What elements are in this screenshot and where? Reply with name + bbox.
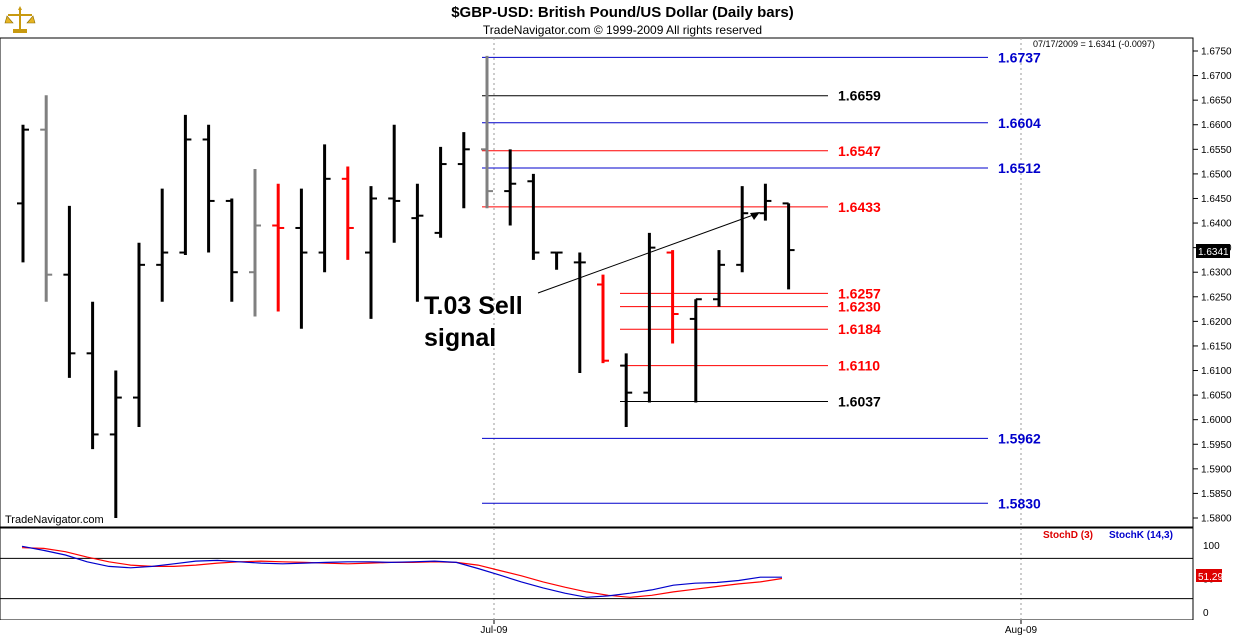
time-axis: Jul-09 Aug-09 <box>480 620 1038 636</box>
price-level-label: 1.6547 <box>838 143 881 159</box>
trade-navigator-scales-icon <box>4 3 36 40</box>
price-tick-label: 1.6700 <box>1201 71 1232 82</box>
price-panel-frame <box>0 37 1194 528</box>
price-level-label: 1.6257 <box>838 285 881 301</box>
price-level-label: 1.6110 <box>838 358 880 374</box>
annotation-arrowhead-icon <box>750 212 760 220</box>
chart-title: $GBP-USD: British Pound/US Dollar (Daily… <box>451 4 794 21</box>
ohlc-bar <box>713 250 725 307</box>
price-tick-label: 1.5900 <box>1201 464 1232 475</box>
ohlc-bar <box>63 205 76 378</box>
annotation-arrow-line <box>537 213 757 294</box>
ohlc-bar <box>272 183 285 312</box>
price-tick-label: 1.5850 <box>1201 489 1232 500</box>
stochk-legend: StochK (14,3) <box>1109 530 1173 541</box>
ohlc-bar <box>643 232 656 403</box>
ohlc-bar <box>689 298 702 403</box>
ohlc-bar <box>202 124 215 253</box>
price-level-label: 1.6184 <box>838 321 881 337</box>
price-level-label: 1.6037 <box>838 393 881 409</box>
stoch-last-tag <box>1196 569 1222 582</box>
price-bars <box>17 55 795 518</box>
chart-header: $GBP-USD: British Pound/US Dollar (Daily… <box>0 0 1245 38</box>
price-tick-label: 1.5950 <box>1201 440 1232 451</box>
ohlc-bar <box>527 173 540 260</box>
ohlc-bar <box>318 144 331 273</box>
price-tick-label: 1.6600 <box>1201 120 1232 131</box>
ohlc-bar <box>249 168 261 317</box>
price-level-label: 1.6230 <box>838 299 881 315</box>
stoch-tick-label: 100 <box>1203 541 1220 552</box>
chart-subtitle: TradeNavigator.com © 1999-2009 All right… <box>482 23 763 37</box>
time-tick-label: Jul-09 <box>480 625 508 636</box>
price-tick-label: 1.6450 <box>1201 194 1232 205</box>
price-tick-label: 1.6750 <box>1201 47 1232 58</box>
indicator-panel-frame <box>0 527 1194 621</box>
ohlc-bar <box>40 95 53 302</box>
ohlc-bar <box>504 149 517 226</box>
last-price-tag <box>1196 244 1230 258</box>
ohlc-bar <box>782 202 795 290</box>
price-level-label: 1.5962 <box>998 430 1041 446</box>
last-quote: 07/17/2009 = 1.6341 (-0.0097) <box>1033 39 1155 49</box>
vertical-grid <box>493 38 1022 620</box>
ohlc-bar <box>295 188 308 329</box>
ohlc-bar <box>573 252 586 373</box>
ohlc-bar <box>388 124 401 243</box>
price-tick-label: 1.6050 <box>1201 391 1232 402</box>
stoch-tick-label: 0 <box>1203 608 1209 619</box>
price-tick-label: 1.6100 <box>1201 366 1232 377</box>
ohlc-bar <box>133 242 145 428</box>
price-level-label: 1.6659 <box>838 88 881 104</box>
ohlc-bar <box>550 251 563 270</box>
ohlc-bar <box>86 301 99 450</box>
price-levels: 1.6737 1.6659 1.6604 1.6547 1.6512 1.6433 1.62… <box>482 49 1041 511</box>
ohlc-bar <box>759 183 772 221</box>
ohlc-bar <box>736 186 749 273</box>
ohlc-bar <box>109 370 122 518</box>
watermark: TradeNavigator.com <box>5 514 104 526</box>
price-tick-label: 1.6650 <box>1201 96 1232 107</box>
annotation-line-1: T.03 Sell <box>424 292 523 320</box>
last-price-label: 1.6341 <box>1198 247 1229 258</box>
ohlc-bar <box>411 183 424 302</box>
ohlc-bar <box>179 114 192 256</box>
ohlc-bar <box>457 132 470 209</box>
ohlc-bar <box>225 198 238 302</box>
ohlc-bar <box>620 353 633 428</box>
stoch-last-value: 51.29 <box>1198 572 1223 583</box>
ohlc-bar <box>365 186 377 319</box>
price-tick-label: 1.6000 <box>1201 415 1232 426</box>
stochd-legend: StochD (3) <box>1043 530 1093 541</box>
ohlc-bar <box>341 166 354 260</box>
price-level-label: 1.6737 <box>998 49 1041 65</box>
ohlc-bar <box>17 124 29 263</box>
time-tick-label: Aug-09 <box>1005 625 1038 636</box>
price-level-label: 1.6512 <box>998 160 1041 176</box>
ohlc-bar <box>481 55 493 209</box>
price-level-label: 1.5830 <box>998 495 1041 511</box>
price-tick-label: 1.6300 <box>1201 268 1232 279</box>
price-axis: 1.5800 1.5850 1.5900 1.5950 1.6000 1.6050 1.61… <box>1192 38 1232 620</box>
price-level-label: 1.6604 <box>998 115 1041 131</box>
price-tick-label: 1.6400 <box>1201 219 1232 230</box>
price-tick-label: 1.6200 <box>1201 317 1232 328</box>
price-tick-label: 1.6150 <box>1201 341 1232 352</box>
ohlc-bar <box>156 188 169 302</box>
stoch-series-line <box>21 545 782 598</box>
price-tick-label: 1.6500 <box>1201 169 1232 180</box>
ohlc-bar <box>597 274 609 364</box>
price-tick-label: 1.6250 <box>1201 292 1232 303</box>
ohlc-bar <box>666 250 679 344</box>
x-axis-strip <box>0 620 1245 640</box>
ohlc-bar <box>434 146 447 238</box>
annotation-line-2: signal <box>424 324 496 352</box>
price-level-label: 1.6433 <box>838 199 881 215</box>
price-tick-label: 1.5800 <box>1201 514 1232 525</box>
price-tick-label: 1.6550 <box>1201 145 1232 156</box>
